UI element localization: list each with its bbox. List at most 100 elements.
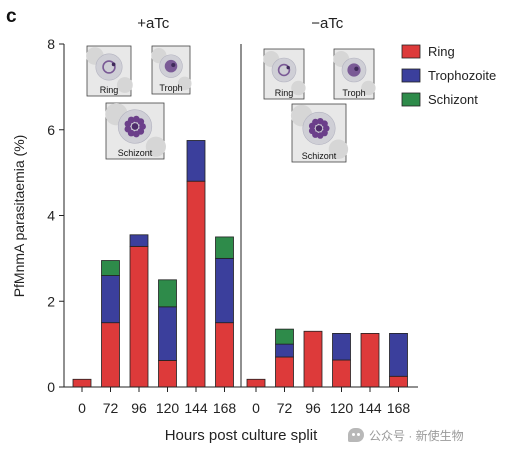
x-tick-label-0-2: 96 (131, 400, 147, 416)
micrograph-insets: Ring Troph Schizont Ring Troph Schizont (86, 45, 376, 163)
merozoite (321, 120, 328, 127)
x-tick-label-1-0: 0 (252, 400, 260, 416)
micrograph-schizont: Schizont (290, 103, 349, 163)
y-axis: 0 2 4 6 8 (47, 36, 65, 395)
trophozoite-nucleus (171, 62, 176, 68)
micrograph-ring: Ring (263, 48, 306, 100)
bar-schizont-72 (275, 328, 294, 345)
rbc-background (328, 139, 349, 159)
legend: Ring Trophozoite Schizont (401, 44, 496, 107)
bar-trophozoite-72 (275, 343, 294, 358)
ring-parasite (102, 60, 116, 74)
bar-ring-120 (332, 359, 351, 388)
legend-label-ring: Ring (428, 44, 455, 59)
legend-swatch-ring (401, 44, 421, 59)
group-1: −aTc (246, 15, 408, 388)
bar-trophozoite-144 (186, 140, 206, 182)
panel-letter: c (6, 6, 17, 27)
bar-ring-96 (129, 245, 149, 388)
rbc-background (291, 80, 306, 96)
merozoite (127, 116, 135, 124)
y-tick-label-4: 8 (47, 36, 55, 52)
bar-trophozoite-120 (332, 333, 351, 361)
bar-trophozoite-168 (215, 257, 234, 324)
watermark-text: 公众号 · 新使生物 (369, 428, 464, 443)
x-tick-label-0-1: 72 (103, 400, 119, 416)
x-tick-label-1-3: 120 (330, 400, 354, 416)
micrograph-label: Troph (342, 88, 365, 98)
legend-label-schizont: Schizont (428, 92, 478, 107)
rbc-background (361, 80, 376, 96)
micrograph-label: Schizont (118, 148, 153, 158)
bar-ring-96 (303, 330, 323, 388)
x-tick-label-1-5: 168 (387, 400, 411, 416)
x-tick-label-0-5: 168 (213, 400, 237, 416)
bar-ring-0 (246, 378, 266, 388)
bar-schizont-72 (101, 260, 120, 276)
micrograph-label: Ring (100, 85, 119, 95)
x-tick-label-1-2: 96 (305, 400, 321, 416)
y-tick-label-0: 0 (47, 379, 55, 395)
trophozoite-parasite (164, 59, 178, 73)
micrograph-troph: Troph (333, 48, 376, 100)
merozoite (308, 127, 316, 135)
merozoite (317, 132, 324, 139)
bar-ring-72 (275, 356, 294, 388)
bar-ring-72 (101, 322, 120, 388)
watermark: 公众号 · 新使生物 (348, 426, 464, 444)
bar-trophozoite-96 (129, 234, 149, 247)
ring-nucleus (111, 62, 116, 67)
trophozoite-parasite (347, 63, 361, 77)
merozoite (131, 123, 139, 130)
micrograph-label: Ring (275, 88, 294, 98)
bar-groups: +aTc −aTc (72, 15, 408, 388)
bar-schizont-120 (158, 279, 177, 308)
x-tick-label-1-4: 144 (358, 400, 382, 416)
y-axis-label: PfMnmA parasitaemia (%) (11, 135, 27, 298)
micrograph-label: Schizont (302, 151, 337, 161)
legend-swatch-trophozoite (401, 68, 421, 83)
micrograph-troph: Troph (151, 45, 192, 95)
x-axis-label: Hours post culture split (165, 427, 318, 444)
bar-ring-168 (389, 375, 408, 388)
bar-ring-144 (186, 180, 206, 388)
legend-label-trophozoite: Trophozoite (428, 68, 496, 83)
chat-bubble-icon (348, 428, 364, 442)
x-tick-label-0-4: 144 (184, 400, 208, 416)
group-0: +aTc (72, 15, 234, 388)
bar-trophozoite-168 (389, 333, 408, 377)
bar-trophozoite-72 (101, 275, 120, 324)
legend-swatch-schizont (401, 92, 421, 107)
bar-schizont-168 (215, 236, 234, 259)
trophozoite-nucleus (354, 66, 359, 71)
micrograph-ring: Ring (86, 45, 133, 97)
y-tick-label-2: 4 (47, 208, 55, 224)
merozoite (124, 125, 132, 133)
micrograph-schizont: Schizont (105, 102, 166, 160)
micrograph-label: Troph (159, 83, 182, 93)
bar-ring-144 (360, 333, 380, 388)
merozoite (315, 125, 323, 132)
ring-parasite (277, 63, 291, 77)
x-tick-label-1-1: 72 (277, 400, 293, 416)
bar-trophozoite-120 (158, 306, 177, 361)
x-axis: 0 72 96 120 144 168 0 72 96 120 144 168 (64, 386, 418, 416)
bar-ring-168 (215, 322, 234, 388)
infected-rbc (271, 57, 297, 83)
infected-rbc (95, 53, 123, 81)
bar-ring-120 (158, 360, 177, 388)
merozoite (132, 130, 140, 138)
y-tick-label-1: 2 (47, 293, 55, 309)
rbc-background (177, 76, 192, 91)
y-tick-label-3: 6 (47, 122, 55, 138)
rbc-background (145, 136, 166, 157)
group-label: −aTc (311, 15, 344, 32)
x-tick-label-0-0: 0 (78, 400, 86, 416)
ring-nucleus (286, 65, 290, 70)
x-tick-label-0-3: 120 (156, 400, 180, 416)
bar-ring-0 (72, 378, 92, 388)
rbc-background (116, 77, 133, 93)
merozoite (137, 118, 145, 126)
group-label: +aTc (137, 15, 170, 32)
